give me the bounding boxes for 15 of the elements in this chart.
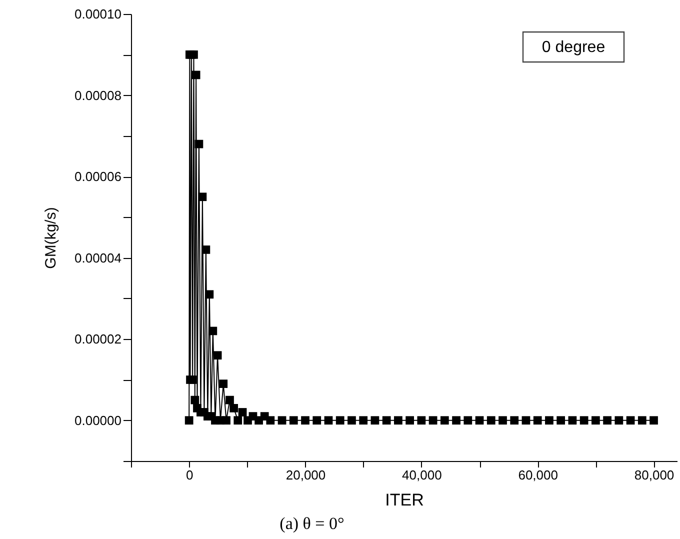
x-axis-title: ITER: [385, 490, 424, 510]
y-axis-title: GM(kg/s): [42, 207, 60, 269]
x-tick-label: 60,000: [518, 468, 558, 482]
annotation: 0 degree: [542, 39, 606, 56]
x-tick-label: 80,000: [634, 468, 674, 482]
y-tick-label: 0.00000: [74, 412, 122, 428]
y-tick-label: 0.00004: [74, 250, 122, 266]
y-tick-label: 0.00002: [74, 332, 122, 347]
x-tick-label: 40,000: [402, 468, 442, 482]
x-tick-label: 0: [186, 468, 194, 482]
y-tick-label: 0.00008: [74, 88, 122, 103]
y-tick-label: 0.00006: [74, 169, 122, 184]
text: (a) θ = 0°: [280, 514, 344, 533]
x-tick-label: 20,000: [286, 468, 326, 482]
y-tick-label: 0.00010: [74, 6, 122, 22]
